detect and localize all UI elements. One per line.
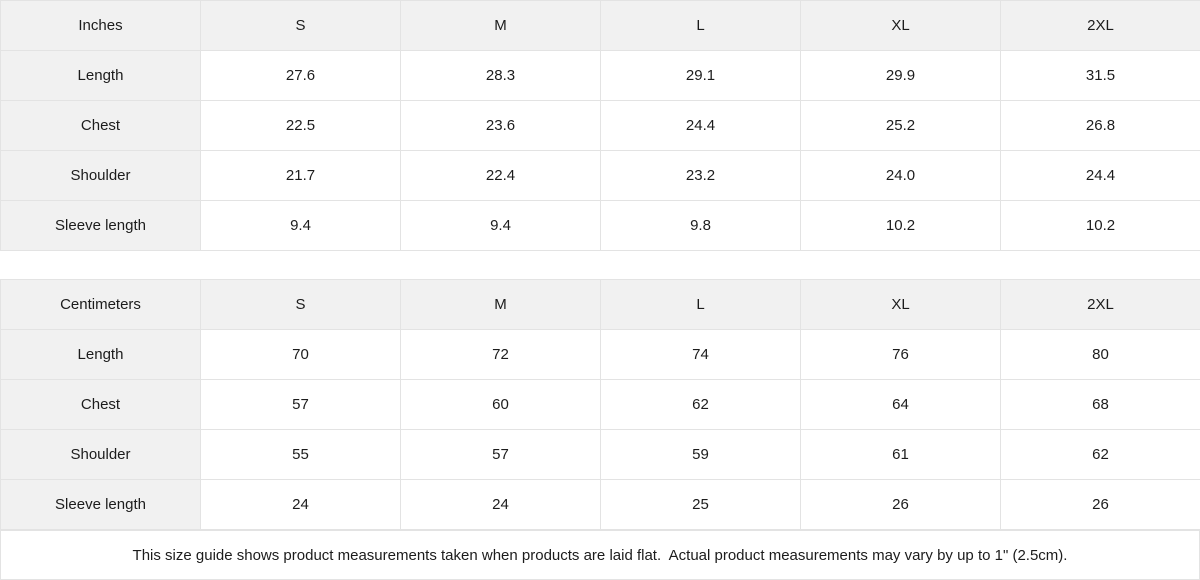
cell-length-xl: 29.9 bbox=[800, 50, 1001, 101]
cell-chest-2xl: 68 bbox=[1000, 379, 1200, 430]
header-row: Centimeters S M L XL 2XL bbox=[0, 279, 1200, 330]
cell-shoulder-l: 59 bbox=[600, 429, 801, 480]
cell-sleeve-m: 24 bbox=[400, 479, 601, 530]
cell-sleeve-m: 9.4 bbox=[400, 200, 601, 251]
table-body-inches: Length 27.6 28.3 29.1 29.9 31.5 Chest 22… bbox=[0, 50, 1200, 251]
size-header-2xl: 2XL bbox=[1000, 279, 1200, 330]
cell-length-2xl: 31.5 bbox=[1000, 50, 1200, 101]
row-label-chest: Chest bbox=[0, 379, 201, 430]
cell-shoulder-s: 21.7 bbox=[200, 150, 401, 201]
size-table-centimeters: Centimeters S M L XL 2XL Length 70 72 74… bbox=[0, 279, 1200, 530]
size-header-l: L bbox=[600, 279, 801, 330]
table-row: Shoulder 55 57 59 61 62 bbox=[0, 429, 1200, 480]
cell-shoulder-xl: 61 bbox=[800, 429, 1001, 480]
size-header-m: M bbox=[400, 279, 601, 330]
cell-chest-xl: 64 bbox=[800, 379, 1001, 430]
cell-sleeve-2xl: 10.2 bbox=[1000, 200, 1200, 251]
row-label-shoulder: Shoulder bbox=[0, 150, 201, 201]
unit-label-centimeters: Centimeters bbox=[0, 279, 201, 330]
row-label-chest: Chest bbox=[0, 100, 201, 151]
size-header-l: L bbox=[600, 0, 801, 51]
cell-sleeve-2xl: 26 bbox=[1000, 479, 1200, 530]
cell-chest-l: 62 bbox=[600, 379, 801, 430]
cell-length-l: 74 bbox=[600, 329, 801, 380]
table-row: Length 27.6 28.3 29.1 29.9 31.5 bbox=[0, 50, 1200, 101]
row-label-length: Length bbox=[0, 329, 201, 380]
row-label-length: Length bbox=[0, 50, 201, 101]
cell-shoulder-xl: 24.0 bbox=[800, 150, 1001, 201]
size-header-2xl: 2XL bbox=[1000, 0, 1200, 51]
cell-length-s: 27.6 bbox=[200, 50, 401, 101]
table-header-inches: Inches S M L XL 2XL bbox=[0, 0, 1200, 51]
size-table-inches: Inches S M L XL 2XL Length 27.6 28.3 29.… bbox=[0, 0, 1200, 251]
cell-shoulder-s: 55 bbox=[200, 429, 401, 480]
cell-chest-xl: 25.2 bbox=[800, 100, 1001, 151]
cell-length-s: 70 bbox=[200, 329, 401, 380]
cell-shoulder-m: 22.4 bbox=[400, 150, 601, 201]
cell-chest-m: 23.6 bbox=[400, 100, 601, 151]
cell-sleeve-s: 24 bbox=[200, 479, 401, 530]
table-row: Chest 57 60 62 64 68 bbox=[0, 379, 1200, 430]
cell-sleeve-xl: 26 bbox=[800, 479, 1001, 530]
table-row: Sleeve length 9.4 9.4 9.8 10.2 10.2 bbox=[0, 200, 1200, 251]
row-label-sleeve-length: Sleeve length bbox=[0, 200, 201, 251]
table-row: Chest 22.5 23.6 24.4 25.2 26.8 bbox=[0, 100, 1200, 151]
size-header-s: S bbox=[200, 279, 401, 330]
cell-shoulder-2xl: 24.4 bbox=[1000, 150, 1200, 201]
cell-chest-s: 57 bbox=[200, 379, 401, 430]
cell-length-l: 29.1 bbox=[600, 50, 801, 101]
table-spacer bbox=[0, 251, 1200, 279]
table-row: Length 70 72 74 76 80 bbox=[0, 329, 1200, 380]
size-header-m: M bbox=[400, 0, 601, 51]
table-row: Shoulder 21.7 22.4 23.2 24.0 24.4 bbox=[0, 150, 1200, 201]
cell-length-m: 28.3 bbox=[400, 50, 601, 101]
cell-chest-2xl: 26.8 bbox=[1000, 100, 1200, 151]
cell-chest-l: 24.4 bbox=[600, 100, 801, 151]
table-row: Sleeve length 24 24 25 26 26 bbox=[0, 479, 1200, 530]
size-guide-note: This size guide shows product measuremen… bbox=[132, 546, 1068, 564]
table-header-centimeters: Centimeters S M L XL 2XL bbox=[0, 279, 1200, 330]
unit-label-inches: Inches bbox=[0, 0, 201, 51]
size-header-xl: XL bbox=[800, 0, 1001, 51]
row-label-shoulder: Shoulder bbox=[0, 429, 201, 480]
cell-sleeve-l: 9.8 bbox=[600, 200, 801, 251]
cell-shoulder-m: 57 bbox=[400, 429, 601, 480]
cell-sleeve-l: 25 bbox=[600, 479, 801, 530]
cell-length-2xl: 80 bbox=[1000, 329, 1200, 380]
header-row: Inches S M L XL 2XL bbox=[0, 0, 1200, 51]
size-header-s: S bbox=[200, 0, 401, 51]
cell-length-xl: 76 bbox=[800, 329, 1001, 380]
cell-chest-m: 60 bbox=[400, 379, 601, 430]
cell-chest-s: 22.5 bbox=[200, 100, 401, 151]
cell-length-m: 72 bbox=[400, 329, 601, 380]
cell-sleeve-s: 9.4 bbox=[200, 200, 401, 251]
cell-shoulder-l: 23.2 bbox=[600, 150, 801, 201]
size-header-xl: XL bbox=[800, 279, 1001, 330]
cell-sleeve-xl: 10.2 bbox=[800, 200, 1001, 251]
table-body-centimeters: Length 70 72 74 76 80 Chest 57 60 62 64 … bbox=[0, 329, 1200, 530]
row-label-sleeve-length: Sleeve length bbox=[0, 479, 201, 530]
cell-shoulder-2xl: 62 bbox=[1000, 429, 1200, 480]
size-guide-note-row: This size guide shows product measuremen… bbox=[0, 530, 1200, 580]
